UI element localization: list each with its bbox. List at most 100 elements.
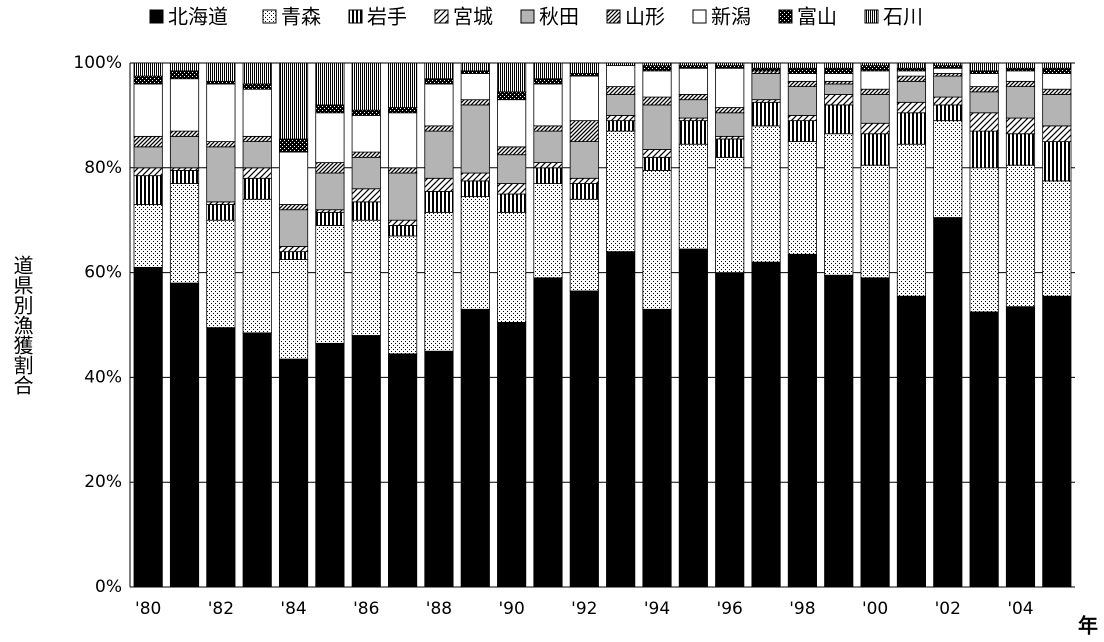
- bar-segment: [824, 67, 854, 74]
- bar-segment: [896, 70, 927, 77]
- bar-segment: [678, 143, 708, 250]
- bar-segment: [133, 75, 163, 85]
- bar-segment: [678, 99, 708, 119]
- bar-segment: [388, 107, 418, 114]
- bar-segment: [751, 101, 781, 127]
- legend-swatch: [434, 9, 449, 24]
- x-tick-label: '86: [353, 599, 379, 619]
- bar-segment: [460, 308, 490, 588]
- bar-segment: [642, 308, 672, 588]
- bar-segment: [606, 251, 636, 588]
- bar-segment: [315, 112, 345, 163]
- legend-item: 秋田: [520, 5, 579, 29]
- bar-segment: [569, 177, 599, 184]
- y-axis-label: 道県別漁獲割合: [10, 255, 34, 395]
- bar-segment: [569, 62, 599, 74]
- bar-segment: [351, 219, 381, 336]
- bar-segment: [497, 154, 527, 184]
- bar-segment: [1005, 164, 1036, 308]
- bar-segment: [169, 70, 200, 80]
- bar-segment: [969, 311, 999, 588]
- bar-segment: [751, 261, 781, 588]
- bar-segment: [969, 130, 999, 169]
- bar-segment: [133, 204, 163, 268]
- bar-segment: [460, 172, 490, 182]
- bar-segment: [569, 198, 599, 292]
- bar-segment: [169, 282, 200, 588]
- bar-segment: [424, 83, 454, 127]
- bar-segment: [533, 83, 563, 127]
- bar-segment: [642, 96, 672, 106]
- bar-segment: [497, 211, 527, 323]
- bar-segment: [642, 70, 672, 98]
- bar-segment: [206, 146, 236, 203]
- legend-swatch: [864, 9, 879, 24]
- bar-segment: [824, 73, 854, 82]
- bar-segment: [606, 62, 636, 67]
- bar-segment: [896, 295, 927, 588]
- bar-segment: [169, 62, 200, 72]
- bar-segment: [860, 94, 890, 124]
- bar-segment: [242, 141, 272, 169]
- bar-segment: [533, 183, 563, 279]
- bar-segment: [242, 83, 272, 90]
- bar-segment: [787, 141, 817, 255]
- bar-segment: [424, 190, 454, 213]
- bar-segment: [933, 217, 963, 588]
- bar-segment: [715, 67, 745, 108]
- bar-segment: [242, 167, 272, 179]
- legend-swatch: [520, 9, 535, 24]
- bar-segment: [278, 245, 309, 253]
- bar-segment: [569, 290, 599, 588]
- bar-segment: [315, 225, 345, 344]
- bar-segment: [1042, 67, 1072, 74]
- bar-segment: [787, 86, 817, 116]
- legend-swatch: [348, 9, 363, 24]
- bar-segment: [569, 75, 599, 122]
- bar-segment: [206, 62, 236, 82]
- bar-segment: [133, 62, 163, 77]
- bar-segment: [606, 120, 636, 132]
- bar-segment: [896, 143, 927, 297]
- bar-segment: [388, 219, 418, 226]
- x-tick-label: '88: [426, 599, 452, 619]
- bar-segment: [278, 151, 309, 205]
- bar-segment: [860, 277, 890, 588]
- bar-segment: [896, 101, 927, 114]
- legend-label: 新潟: [711, 5, 751, 29]
- bar-segment: [460, 62, 490, 72]
- bar-segment: [824, 133, 854, 276]
- legend-swatch: [606, 9, 621, 24]
- bar-segment: [896, 80, 927, 103]
- bar-segment: [569, 183, 599, 200]
- bar-segment: [751, 62, 781, 69]
- bar-segment: [933, 62, 963, 67]
- bar-segment: [969, 112, 999, 132]
- bar-segment: [497, 99, 527, 148]
- x-tick-label: '02: [935, 599, 961, 619]
- bar-segment: [969, 167, 999, 313]
- bar-segment: [860, 62, 890, 67]
- y-tick-label: 40%: [84, 367, 122, 387]
- bar-segment: [169, 170, 200, 184]
- bar-segment: [933, 104, 963, 122]
- bar-segment: [715, 156, 745, 274]
- bar-segment: [569, 120, 599, 142]
- bar-segment: [1042, 295, 1072, 588]
- legend-swatch: [149, 9, 164, 24]
- bar-segment: [751, 125, 781, 263]
- legend-item: 富山: [778, 5, 837, 29]
- y-tick-label: 20%: [84, 472, 122, 492]
- bar-segment: [715, 138, 745, 158]
- bar-segment: [278, 138, 309, 153]
- bar-segment: [1042, 141, 1072, 182]
- bar-segment: [606, 115, 636, 122]
- legend-swatch: [778, 9, 793, 24]
- legend-label: 山形: [625, 5, 665, 29]
- bar-segment: [1042, 88, 1072, 95]
- bar-segment: [388, 235, 418, 355]
- legend-item: 北海道: [149, 5, 228, 29]
- bar-segment: [533, 167, 563, 184]
- bar-segment: [896, 62, 927, 69]
